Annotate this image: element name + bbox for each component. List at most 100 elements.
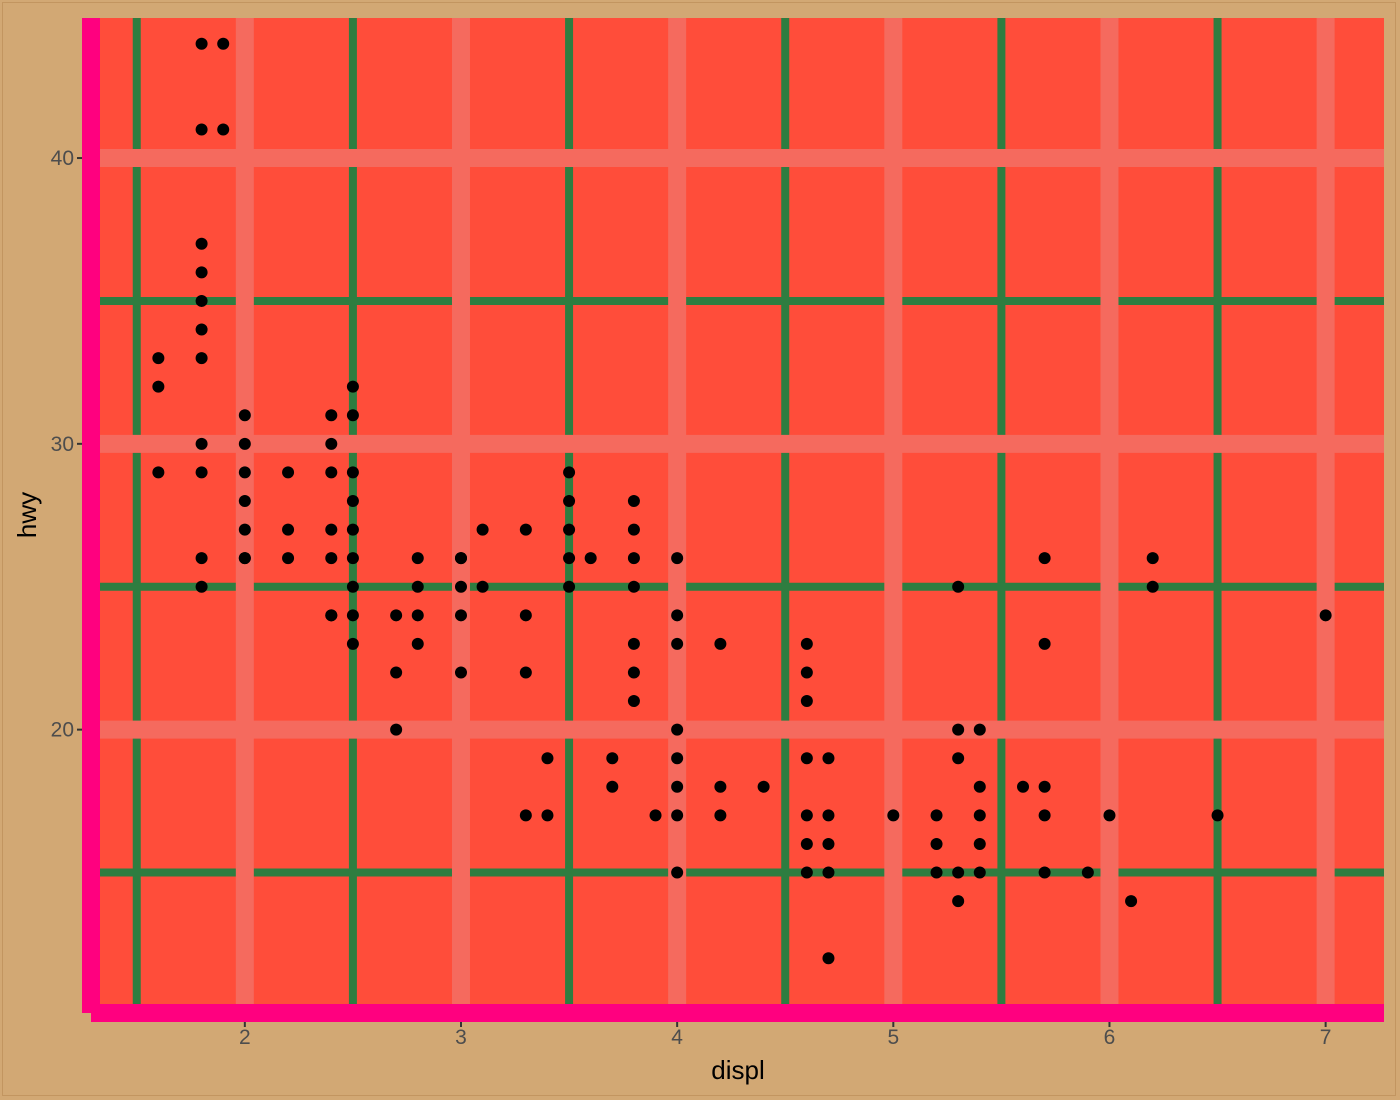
- data-point: [346, 523, 359, 536]
- data-point: [1146, 580, 1159, 593]
- data-point: [627, 552, 640, 565]
- data-point: [800, 695, 813, 708]
- data-point: [973, 809, 986, 822]
- data-point: [238, 466, 251, 479]
- x-tick-label: 3: [455, 1026, 467, 1049]
- data-point: [454, 666, 467, 679]
- data-point: [346, 380, 359, 393]
- data-point: [671, 552, 684, 565]
- data-point: [476, 523, 489, 536]
- data-point: [195, 266, 208, 279]
- data-points: [152, 37, 1332, 965]
- data-point: [152, 352, 165, 365]
- data-point: [411, 552, 424, 565]
- data-point: [1103, 809, 1116, 822]
- data-point: [325, 552, 338, 565]
- data-point: [282, 523, 295, 536]
- data-point: [800, 637, 813, 650]
- data-point: [952, 580, 965, 593]
- data-point: [238, 523, 251, 536]
- data-point: [973, 723, 986, 736]
- data-point: [152, 466, 165, 479]
- data-point: [217, 37, 230, 50]
- data-point: [800, 837, 813, 850]
- data-point: [454, 552, 467, 565]
- data-point: [390, 723, 403, 736]
- data-point: [952, 895, 965, 908]
- data-point: [1319, 609, 1332, 622]
- data-point: [973, 866, 986, 879]
- data-point: [346, 552, 359, 565]
- data-point: [800, 666, 813, 679]
- data-point: [1146, 552, 1159, 565]
- data-point: [411, 580, 424, 593]
- data-point: [627, 580, 640, 593]
- data-point: [714, 809, 727, 822]
- data-point: [454, 580, 467, 593]
- data-point: [195, 123, 208, 136]
- data-point: [714, 780, 727, 793]
- y-axis-ticks: 20 30 40: [51, 147, 82, 742]
- data-point: [714, 637, 727, 650]
- data-point: [238, 552, 251, 565]
- data-point: [1038, 866, 1051, 879]
- y-axis-title: hwy: [12, 492, 42, 538]
- data-point: [606, 752, 619, 765]
- data-point: [952, 752, 965, 765]
- x-tick-label: 2: [239, 1026, 251, 1049]
- x-axis-ticks: 2 3 4 5 6 7: [239, 1022, 1331, 1049]
- plot-panel: [92, 18, 1384, 1004]
- data-point: [195, 580, 208, 593]
- major-gridlines: [92, 18, 1384, 1004]
- data-point: [195, 466, 208, 479]
- data-point: [563, 466, 576, 479]
- data-point: [930, 866, 943, 879]
- data-point: [671, 809, 684, 822]
- data-point: [541, 809, 554, 822]
- data-point: [1038, 637, 1051, 650]
- data-point: [563, 523, 576, 536]
- data-point: [822, 752, 835, 765]
- data-point: [627, 695, 640, 708]
- data-point: [346, 466, 359, 479]
- data-point: [346, 494, 359, 507]
- data-point: [476, 580, 489, 593]
- data-point: [800, 809, 813, 822]
- data-point: [671, 780, 684, 793]
- minor-gridlines: [92, 18, 1384, 1004]
- x-tick-label: 4: [671, 1026, 683, 1049]
- data-point: [519, 809, 532, 822]
- data-point: [563, 494, 576, 507]
- data-point: [519, 523, 532, 536]
- x-tick-label: 5: [887, 1026, 899, 1049]
- data-point: [195, 37, 208, 50]
- data-point: [671, 866, 684, 879]
- data-point: [195, 552, 208, 565]
- y-tick-label: 30: [51, 433, 74, 456]
- data-point: [325, 437, 338, 450]
- data-point: [238, 409, 251, 422]
- data-point: [411, 637, 424, 650]
- data-point: [1125, 895, 1138, 908]
- data-point: [238, 494, 251, 507]
- data-point: [325, 609, 338, 622]
- data-point: [584, 552, 597, 565]
- data-point: [1211, 809, 1224, 822]
- data-point: [325, 523, 338, 536]
- x-tick-label: 6: [1104, 1026, 1116, 1049]
- data-point: [649, 809, 662, 822]
- data-point: [541, 752, 554, 765]
- data-point: [627, 666, 640, 679]
- data-point: [671, 609, 684, 622]
- data-point: [346, 580, 359, 593]
- data-point: [325, 466, 338, 479]
- data-point: [1038, 552, 1051, 565]
- data-point: [195, 437, 208, 450]
- data-point: [627, 637, 640, 650]
- data-point: [195, 237, 208, 250]
- data-point: [390, 666, 403, 679]
- data-point: [346, 409, 359, 422]
- data-point: [195, 352, 208, 365]
